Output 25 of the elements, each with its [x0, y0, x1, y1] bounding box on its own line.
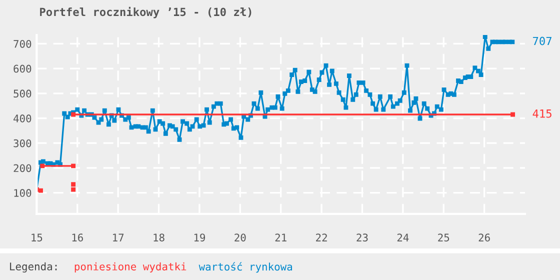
x-tick-label: 25	[438, 234, 450, 242]
x-tick-label: 23	[356, 234, 368, 242]
x-tick-label: 22	[316, 234, 327, 242]
y-tick-label: 700	[14, 40, 32, 48]
y-tick-label: 600	[14, 64, 32, 73]
legend-title: Legenda:	[10, 262, 57, 272]
text: wartość rynkowa	[198, 262, 292, 273]
y-tick-label: 300	[14, 139, 32, 148]
text: poniesione wydatki	[74, 262, 186, 272]
x-tick-label: 16	[72, 234, 83, 242]
annotation: 415	[532, 110, 552, 118]
x-tick-label: 24	[397, 234, 409, 242]
x-tick-label: 20	[234, 234, 246, 242]
x-tick-label: 17	[113, 234, 124, 242]
x-tick-label: 18	[154, 234, 164, 242]
y-tick-label: 400	[14, 114, 32, 122]
x-tick-label: 21	[275, 234, 286, 242]
y-tick-label: 200	[14, 164, 32, 172]
annotation: 707	[532, 36, 552, 46]
x-tick-label: 19	[194, 234, 206, 242]
y-tick-label: 100	[14, 189, 32, 197]
x-tick-label: 26	[478, 234, 490, 242]
chart-title: Portfel rocznikowy ’15 - (10 zł)	[40, 6, 252, 18]
y-tick-label: 500	[14, 90, 32, 98]
x-tick-label: 15	[32, 234, 42, 242]
